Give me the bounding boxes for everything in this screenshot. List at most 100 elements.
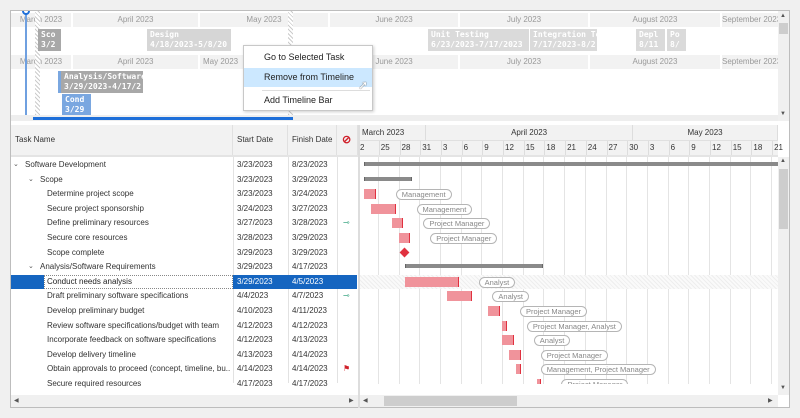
finish-date-cell[interactable]: 3/29/2023 xyxy=(292,247,328,257)
start-date-cell[interactable]: 4/12/2023 xyxy=(237,335,273,345)
scroll-down-icon[interactable]: ▼ xyxy=(780,111,786,117)
start-date-cell[interactable]: 3/23/2023 xyxy=(237,189,273,199)
task-row[interactable]: Draft preliminary software specification… xyxy=(11,289,357,304)
start-date-cell[interactable]: 4/17/2023 xyxy=(237,379,273,388)
start-date-cell[interactable]: 3/29/2023 xyxy=(237,247,273,257)
finish-date-cell[interactable]: 4/14/2023 xyxy=(292,349,328,359)
menu-item-remove-from-timeline[interactable]: Remove from Timeline xyxy=(244,68,372,87)
task-row[interactable]: Determine project scope 3/23/2023 3/24/202… xyxy=(11,187,357,202)
task-bar[interactable] xyxy=(515,364,521,375)
start-date-cell[interactable]: 3/29/2023 xyxy=(237,276,273,286)
finish-date-cell[interactable]: 3/24/2023 xyxy=(292,189,328,199)
task-name-cell[interactable]: Secure project sponsorship xyxy=(47,203,144,213)
task-name-cell[interactable]: Incorporate feedback on software specifi… xyxy=(47,335,216,345)
timeline-task-bar[interactable]: Sco 3/2 xyxy=(38,29,62,51)
task-row[interactable]: ⌄ Analysis/Software Requirements 3/29/2023… xyxy=(11,260,357,275)
task-name-cell[interactable]: Develop preliminary budget xyxy=(47,306,145,315)
task-row[interactable]: Define preliminary resources 3/27/2023 3/2… xyxy=(11,216,357,231)
finish-date-cell[interactable]: 3/29/2023 xyxy=(292,174,328,184)
scroll-right-icon[interactable]: ▶ xyxy=(768,398,773,404)
task-name-cell[interactable]: Secure required resources xyxy=(47,379,142,388)
task-name-cell[interactable]: Analysis/Software Requirements xyxy=(40,262,156,272)
start-date-cell[interactable]: 3/23/2023 xyxy=(237,160,273,169)
summary-bar[interactable] xyxy=(364,162,778,166)
task-bar[interactable] xyxy=(536,379,542,384)
task-bar[interactable] xyxy=(488,306,500,316)
finish-date-cell[interactable]: 3/27/2023 xyxy=(292,203,328,213)
finish-date-cell[interactable]: 4/14/2023 xyxy=(292,364,328,374)
start-date-cell[interactable]: 3/27/2023 xyxy=(237,218,273,228)
start-date-cell[interactable]: 3/28/2023 xyxy=(237,233,273,242)
start-date-cell[interactable]: 4/4/2023 xyxy=(237,291,269,301)
task-row[interactable]: Conduct needs analysis 3/29/2023 4/5/2023 xyxy=(11,274,357,290)
task-row[interactable]: Secure project sponsorship 3/24/2023 3/27/… xyxy=(11,202,357,217)
task-bar[interactable] xyxy=(391,218,404,229)
task-bar[interactable] xyxy=(502,320,507,331)
task-name-cell[interactable]: Review software specifications/budget wi… xyxy=(47,320,220,330)
scroll-up-icon[interactable]: ▲ xyxy=(780,13,786,19)
start-date-cell[interactable]: 3/23/2023 xyxy=(237,174,273,184)
task-row[interactable]: Develop delivery timeline 4/13/2023 4/14/2… xyxy=(11,348,357,363)
task-row[interactable]: Secure core resources 3/28/2023 3/29/2023 xyxy=(11,231,357,246)
start-date-cell[interactable]: 3/29/2023 xyxy=(237,262,273,272)
grid-horizontal-scrollbar[interactable]: ◀ ▶ xyxy=(11,395,358,407)
task-name-cell[interactable]: Secure core resources xyxy=(47,233,128,242)
chart-horizontal-scrollbar[interactable]: ◀ ▶ xyxy=(360,395,778,407)
task-row[interactable]: Secure required resources 4/17/2023 4/17/2… xyxy=(11,377,357,392)
start-date-cell[interactable]: 4/14/2023 xyxy=(237,364,273,374)
finish-date-cell[interactable]: 8/23/2023 xyxy=(292,160,328,169)
task-name-cell[interactable]: Draft preliminary software specification… xyxy=(47,291,189,301)
column-header-task-name[interactable]: Task Name xyxy=(11,125,233,155)
timeline-task-bar[interactable]: Po 8/ xyxy=(667,29,687,51)
summary-bar[interactable] xyxy=(364,176,413,181)
timeline-task-bar[interactable]: Depl 8/11 xyxy=(636,29,666,51)
scroll-left-icon[interactable]: ◀ xyxy=(14,398,19,404)
finish-date-cell[interactable]: 4/11/2023 xyxy=(292,306,327,315)
task-row[interactable]: ⌄ Scope 3/23/2023 3/29/2023 xyxy=(11,173,357,188)
timeline-task-bar[interactable]: Integration Tes7/17/2023-8/2 xyxy=(530,29,598,51)
task-row[interactable]: Review software specifications/budget wi… xyxy=(11,319,357,334)
task-row[interactable]: Develop preliminary budget 4/10/2023 4/11/… xyxy=(11,304,357,319)
task-name-cell[interactable]: Develop delivery timeline xyxy=(47,349,136,359)
milestone-diamond[interactable] xyxy=(399,247,410,258)
scroll-left-icon[interactable]: ◀ xyxy=(363,398,368,404)
finish-date-cell[interactable]: 4/13/2023 xyxy=(292,335,328,345)
menu-item-go-to-selected-task[interactable]: Go to Selected Task xyxy=(264,52,345,62)
chart-vertical-scrollbar[interactable]: ▲ ▼ xyxy=(778,157,789,395)
finish-date-cell[interactable]: 4/7/2023 xyxy=(292,291,324,301)
start-date-cell[interactable]: 4/10/2023 xyxy=(237,306,273,315)
no-entry-icon[interactable]: ⊘ xyxy=(337,125,358,155)
timeline-visible-range-bar[interactable] xyxy=(33,117,293,120)
task-row[interactable]: Incorporate feedback on software specifi… xyxy=(11,333,357,348)
scroll-down-icon[interactable]: ▼ xyxy=(780,385,786,391)
timeline-task-bar[interactable]: Analysis/Software 3/29/2023-4/17/2 xyxy=(58,71,143,93)
timeline-task-bar[interactable]: Cond 3/29 xyxy=(62,94,91,116)
task-row[interactable]: Scope complete 3/29/2023 3/29/2023 xyxy=(11,246,357,261)
finish-date-cell[interactable]: 4/17/2023 xyxy=(292,379,328,388)
menu-item-add-timeline-bar[interactable]: Add Timeline Bar xyxy=(264,95,333,105)
finish-date-cell[interactable]: 4/12/2023 xyxy=(292,320,328,330)
collapse-chevron-icon[interactable]: ⌄ xyxy=(28,263,34,271)
task-bar[interactable] xyxy=(405,276,459,287)
task-row[interactable]: ⌄ Software Development 3/23/2023 8/23/2023 xyxy=(11,158,357,173)
splitter[interactable] xyxy=(358,125,360,408)
column-header-start-date[interactable]: Start Date xyxy=(233,125,288,155)
start-date-cell[interactable]: 3/24/2023 xyxy=(237,203,273,213)
timeline-vertical-scrollbar[interactable]: ▲ ▼ xyxy=(778,11,789,121)
timeline-task-bar[interactable]: Design 4/18/2023-5/8/20 xyxy=(147,29,232,51)
summary-bar[interactable] xyxy=(405,264,544,269)
start-date-cell[interactable]: 4/13/2023 xyxy=(237,349,273,359)
timeline-scrollbar[interactable] xyxy=(11,115,778,121)
column-header-finish-date[interactable]: Finish Date xyxy=(288,125,337,155)
collapse-chevron-icon[interactable]: ⌄ xyxy=(28,175,34,183)
timeline-range-start-handle[interactable] xyxy=(35,11,40,119)
task-name-cell[interactable]: Conduct needs analysis xyxy=(44,274,233,289)
scroll-up-icon[interactable]: ▲ xyxy=(780,158,786,164)
task-name-cell[interactable]: Scope xyxy=(40,174,63,184)
timeline-panel[interactable]: March 2023 April 2023 May 2023 June 2023 Jul… xyxy=(11,11,778,121)
timeline-task-bar[interactable]: Unit Testing 6/23/2023-7/17/2023 xyxy=(428,29,530,51)
collapse-chevron-icon[interactable]: ⌄ xyxy=(13,161,19,168)
task-name-cell[interactable]: Obtain approvals to proceed (concept, ti… xyxy=(47,364,231,374)
task-bar[interactable] xyxy=(508,349,521,360)
task-name-cell[interactable]: Scope complete xyxy=(47,247,105,257)
